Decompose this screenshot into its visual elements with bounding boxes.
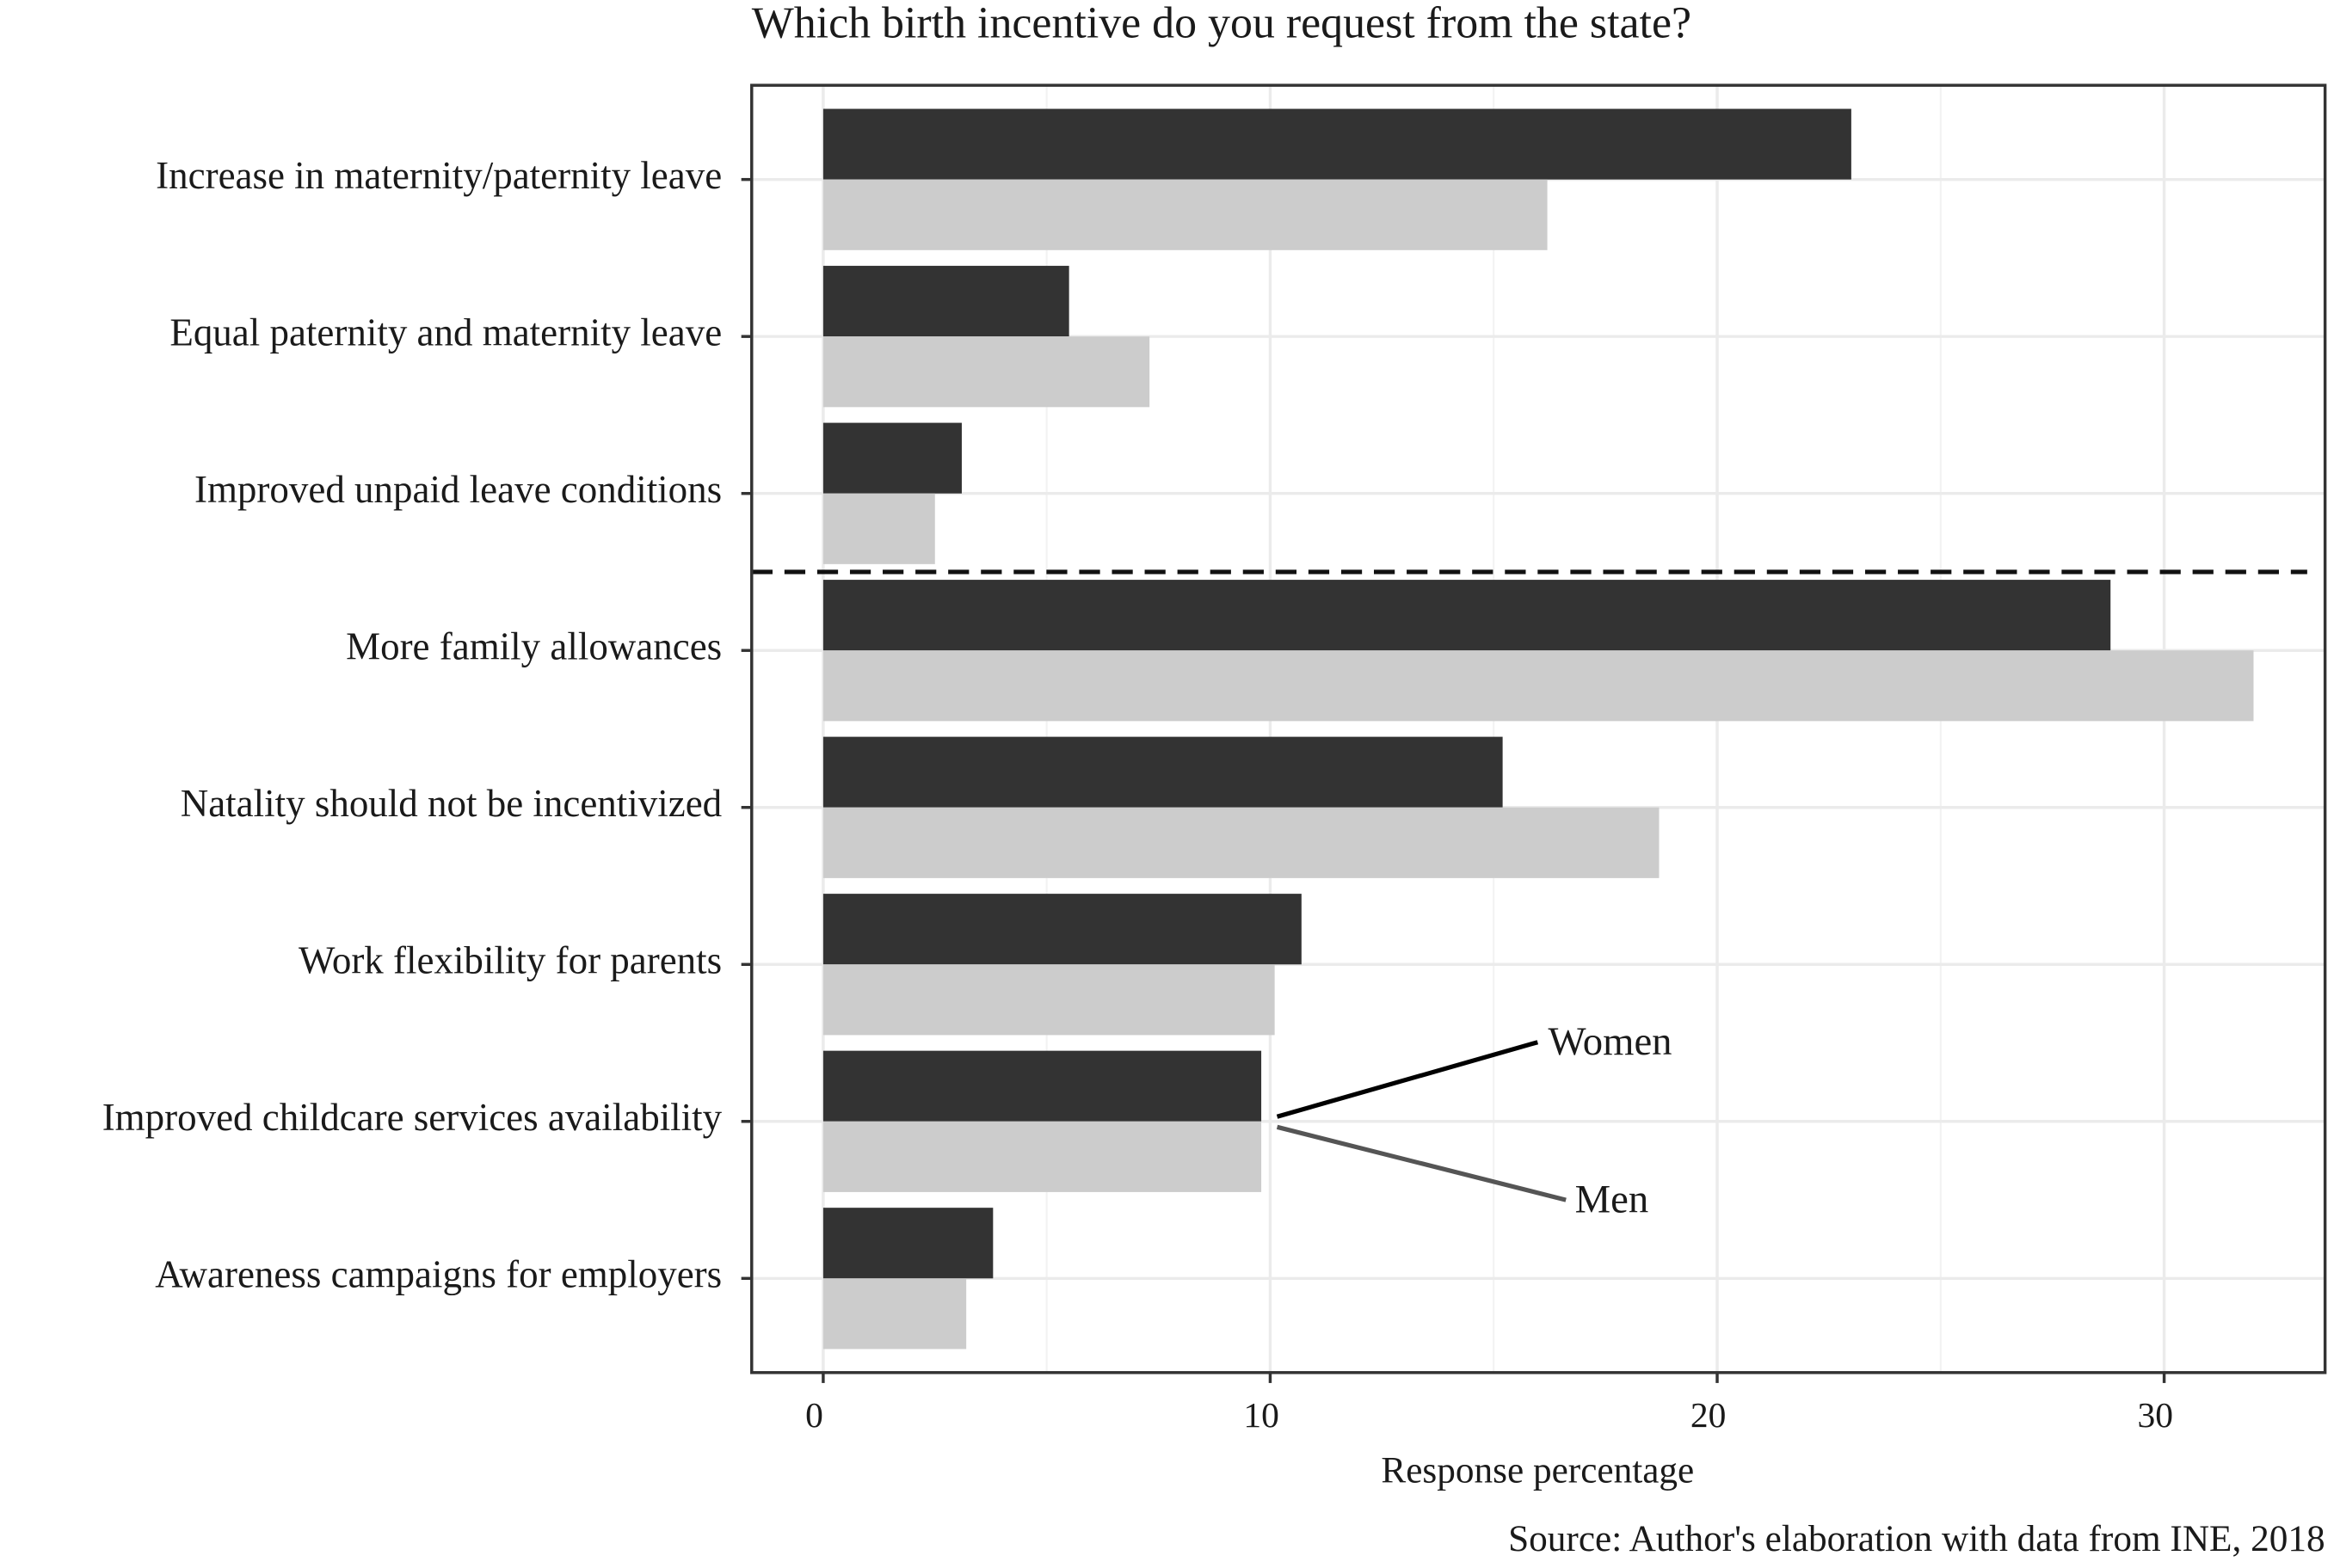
legend-leader xyxy=(1276,1124,1567,1202)
bar xyxy=(822,580,2111,651)
bar xyxy=(822,1278,967,1350)
x-tick-label: 0 xyxy=(805,1395,823,1435)
x-tick-label: 20 xyxy=(1690,1395,1727,1435)
bar xyxy=(822,1208,994,1279)
bar xyxy=(822,179,1548,250)
bar xyxy=(822,336,1150,408)
y-tick-label: Work flexibility for parents xyxy=(299,939,722,982)
bar xyxy=(822,894,1302,965)
bar xyxy=(822,1050,1262,1122)
y-tick-label: Improved childcare services availability xyxy=(102,1096,723,1139)
bar xyxy=(822,736,1503,808)
bar xyxy=(822,493,935,564)
y-tick-label: Increase in maternity/paternity leave xyxy=(156,154,722,197)
y-tick-label: Improved unpaid leave conditions xyxy=(194,468,722,511)
legend-label: Women xyxy=(1548,1019,1672,1064)
bar xyxy=(822,807,1660,878)
chart-title: Which birth incentive do you request fro… xyxy=(752,0,1691,48)
bar xyxy=(822,108,1851,180)
x-tick-label: 30 xyxy=(2137,1395,2173,1435)
legend-leader xyxy=(1276,1040,1539,1119)
bar xyxy=(822,1121,1262,1192)
bar xyxy=(822,964,1275,1036)
bar xyxy=(822,422,962,494)
y-tick-label: More family allowances xyxy=(346,625,722,668)
y-tick-label: Equal paternity and maternity leave xyxy=(169,311,722,354)
panel-border xyxy=(750,83,2327,1374)
y-tick-label: Natality should not be incentivized xyxy=(181,782,722,825)
legend-label: Men xyxy=(1575,1177,1649,1221)
x-axis-label: Response percentage xyxy=(1381,1449,1694,1491)
bar xyxy=(822,650,2254,722)
y-tick-label: Awareness campaigns for employers xyxy=(155,1253,722,1296)
x-tick-label: 10 xyxy=(1243,1395,1279,1435)
bar xyxy=(822,266,1069,337)
caption: Source: Author's elaboration with data f… xyxy=(1508,1518,2325,1559)
